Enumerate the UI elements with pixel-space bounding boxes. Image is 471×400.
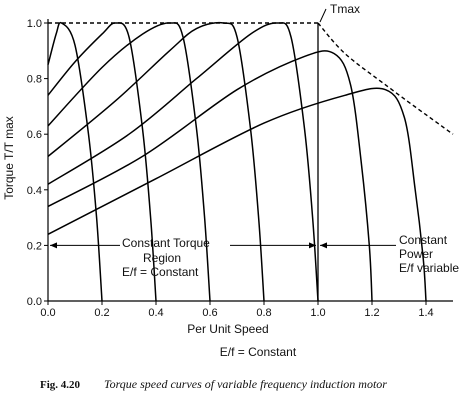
torque-curve-6 <box>47 50 373 302</box>
x-axis-label: Per Unit Speed <box>187 322 268 336</box>
torque-curve-5 <box>47 22 319 302</box>
y-axis-label: Torque T/T max <box>2 116 16 200</box>
tmax-label: Tmax <box>330 2 360 16</box>
torque-curve-3 <box>47 22 211 302</box>
x-tick-label: 0.0 <box>40 307 55 319</box>
y-tick-label: 0.0 <box>27 296 42 308</box>
x-tick-label: 0.4 <box>148 307 163 319</box>
x-tick-label: 1.0 <box>310 307 325 319</box>
tmax-leader-line <box>319 8 327 23</box>
y-tick-label: 1.0 <box>27 18 42 30</box>
arrowhead-left <box>50 242 57 249</box>
figure-caption-label: Fig. 4.20 <box>40 379 81 391</box>
torque-curve-2 <box>47 22 157 302</box>
x-tick-label: 0.2 <box>94 307 109 319</box>
constant-power-text-2: Power <box>399 247 433 261</box>
arrowhead-mid-left <box>309 242 316 249</box>
y-tick-label: 0.6 <box>27 129 42 141</box>
y-tick-label: 0.8 <box>27 74 42 86</box>
y-tick-label: 0.2 <box>27 240 42 252</box>
x-tick-label: 0.6 <box>202 307 217 319</box>
tmax-falling-curve <box>317 22 454 135</box>
constant-power-text-1: Constant <box>399 233 448 247</box>
figure-caption-text: Torque speed curves of variable frequenc… <box>104 377 387 391</box>
curve-group <box>47 21 427 302</box>
arrowhead-mid-right <box>320 242 327 249</box>
y-tick-label: 0.4 <box>27 185 42 197</box>
constant-torque-text-1: Constant Torque <box>122 236 210 250</box>
constant-power-text-3: E/f variable <box>399 261 459 275</box>
tmax-envelope-group <box>48 22 454 301</box>
x-tick-label: 0.8 <box>256 307 271 319</box>
chart-axes: 0.0 0.2 0.4 0.6 0.8 1.0 0.0 0.2 0.4 0.6 0.8 1.0 1.2 1… <box>27 18 453 319</box>
constant-torque-text-2: Region <box>143 251 181 265</box>
x-tick-label: 1.4 <box>418 307 433 319</box>
torque-curve-7 <box>47 87 427 302</box>
x-tick-label: 1.2 <box>364 307 379 319</box>
torque-curve-1 <box>47 21 103 302</box>
below-axis-label: E/f = Constant <box>220 345 297 359</box>
constant-torque-text-3: E/f = Constant <box>122 265 199 279</box>
